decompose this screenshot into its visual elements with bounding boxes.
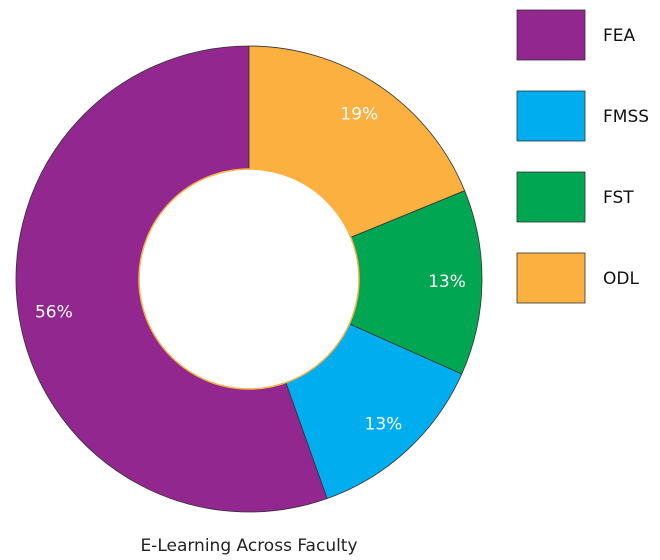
chart-title: E-Learning Across Faculty xyxy=(140,536,357,556)
legend-label: FMSS xyxy=(603,107,649,127)
legend-swatch xyxy=(516,90,586,142)
slice-label: 19% xyxy=(340,105,378,125)
legend-swatch xyxy=(516,252,586,304)
legend-swatch xyxy=(516,171,586,223)
legend-label: ODL xyxy=(603,269,639,289)
slice-label: 13% xyxy=(365,414,403,434)
legend-swatch xyxy=(516,9,586,61)
legend-label: FEA xyxy=(603,26,636,46)
slice-label: 56% xyxy=(35,303,73,323)
legend-label: FST xyxy=(603,188,634,208)
donut-hole xyxy=(138,168,360,390)
slice-label: 13% xyxy=(428,272,466,292)
